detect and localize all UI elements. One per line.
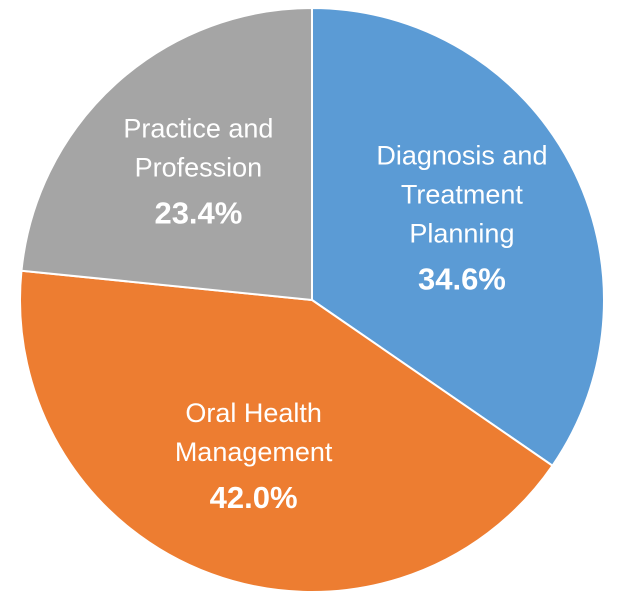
slice-label-1: Oral Health Management 42.0% (175, 398, 333, 515)
slice-category-label: Planning (409, 219, 514, 249)
slice-category-label: Profession (135, 152, 263, 182)
slice-percentage-label: 23.4% (154, 195, 242, 230)
slice-percentage-label: 42.0% (210, 480, 298, 515)
pie-slice-2 (20, 6, 313, 302)
slice-labels: Diagnosis and Treatment Planning 34.6% Oral … (123, 113, 547, 515)
slice-category-label: Practice and (123, 113, 273, 143)
slice-category-label: Treatment (401, 180, 524, 210)
slice-percentage-label: 34.6% (418, 262, 506, 297)
slice-label-2: Practice and Profession 23.4% (123, 113, 273, 230)
pie-slice-1 (19, 269, 554, 593)
slice-category-label: Oral Health (185, 398, 322, 428)
slice-category-label: Diagnosis and (376, 141, 547, 171)
slice-category-label: Management (175, 437, 333, 467)
slice-label-0: Diagnosis and Treatment Planning 34.6% (376, 141, 547, 297)
pie-slice-0 (311, 6, 605, 468)
